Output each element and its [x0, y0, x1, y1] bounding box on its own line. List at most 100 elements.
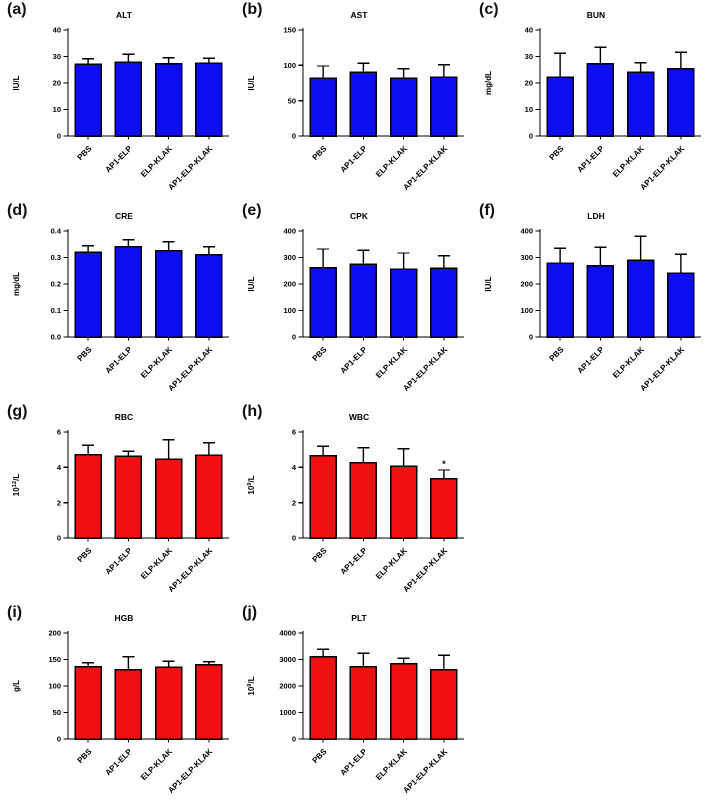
bar-ap1-elp	[114, 61, 143, 137]
chart-title: LDH	[587, 211, 604, 221]
panel-bun: (c) BUN 0 10 20 30 40 mg/dL PBS AP1-ELP ELP-KLAK AP…	[472, 0, 707, 201]
x-category-label: AP1-ELP-KLAK	[401, 144, 449, 192]
y-tick-label: 200	[283, 280, 296, 289]
chart-title: HGB	[115, 613, 134, 623]
bar-pbs	[309, 77, 337, 137]
bar-ap1-elp	[586, 63, 615, 137]
bar-pbs	[74, 63, 102, 137]
y-tick-label: 0.1	[51, 306, 61, 315]
chart-title: BUN	[587, 10, 605, 20]
bar-ap1-elp	[349, 263, 378, 338]
x-category-label: PBS	[548, 144, 566, 162]
bar-ap1-elp	[114, 455, 143, 539]
x-category-label: PBS	[76, 546, 94, 564]
chart-title: ALT	[116, 10, 133, 20]
x-category-label: ELP-KLAK	[611, 144, 646, 179]
chart-title: AST	[351, 10, 369, 20]
y-axis-unit-label: mg/dL	[12, 272, 21, 296]
chart-title: PLT	[351, 613, 367, 623]
y-tick-label: 50	[288, 96, 296, 105]
chart-title: CRE	[115, 211, 133, 221]
bar-ap1-elp-klak	[430, 668, 458, 740]
x-category-label: AP1-ELP-KLAK	[401, 546, 449, 594]
bar-ap1-elp-klak	[430, 76, 458, 137]
x-category-label: ELP-KLAK	[374, 747, 409, 782]
bar-elp-klak	[626, 71, 655, 137]
bar-pbs	[309, 455, 337, 539]
bar-ap1-elp-klak	[195, 62, 223, 137]
x-category-label: AP1-ELP-KLAK	[166, 546, 214, 594]
panel-alt: (a) ALT 0 10 20 30 40 IU/L PBS AP1-ELP ELP-KLAK AP1…	[0, 0, 235, 201]
y-tick-label: 2000	[279, 682, 296, 691]
bar-elp-klak	[154, 250, 183, 338]
y-tick-label: 2	[292, 498, 296, 507]
y-tick-label: 100	[520, 306, 533, 315]
y-tick-label: 100	[48, 682, 61, 691]
chart-title: CPK	[350, 211, 369, 221]
y-tick-label: 100	[283, 306, 296, 315]
y-tick-label: 4	[57, 463, 62, 472]
bar-pbs	[546, 76, 574, 137]
y-tick-label: 0	[292, 534, 296, 543]
chart-hgb: HGB 0 50 100 150 200 g/L PBS AP1-ELP ELP-KLAKAP1-…	[12, 613, 229, 795]
y-tick-label: 300	[520, 253, 533, 262]
y-tick-label: 40	[525, 26, 533, 35]
x-category-label: ELP-KLAK	[374, 345, 409, 380]
x-category-label: AP1-ELP	[104, 747, 135, 778]
y-tick-label: 0	[529, 333, 533, 342]
bar-ap1-elp	[114, 246, 143, 338]
y-axis-unit-label: IU/L	[247, 276, 256, 291]
x-category-label: ELP-KLAK	[374, 546, 409, 581]
y-axis-unit-label: IU/L	[484, 276, 493, 291]
x-category-label: AP1-ELP	[339, 747, 370, 778]
y-axis-unit-label: g/L	[12, 680, 21, 692]
significance-star: *	[442, 459, 446, 469]
y-tick-label: 150	[48, 655, 61, 664]
y-tick-label: 6	[292, 428, 296, 437]
x-category-label: ELP-KLAK	[139, 747, 174, 782]
y-tick-label: 20	[53, 79, 61, 88]
bar-elp-klak	[389, 465, 418, 539]
chart-ast: AST 0 50 100 150 IU/L PBS AP1-ELP ELP-KLAKAP1-EL…	[247, 10, 464, 192]
panel-letter: (e)	[242, 202, 262, 219]
y-tick-label: 4	[292, 463, 297, 472]
y-axis-unit-label: 1012/L	[12, 474, 21, 497]
bar-ap1-elp	[114, 668, 143, 740]
y-tick-label: 200	[48, 629, 61, 638]
bar-elp-klak	[154, 63, 183, 137]
x-category-label: PBS	[311, 546, 329, 564]
x-category-label: PBS	[76, 144, 94, 162]
panel-letter: (a)	[7, 1, 27, 18]
y-tick-label: 0	[57, 132, 61, 141]
x-category-label: AP1-ELP	[104, 345, 135, 376]
y-tick-label: 0	[57, 735, 61, 744]
panel-wbc: (h) WBC 0 2 4 6 109/L PBS AP1-ELP ELP-KLAK AP1-ELP…	[235, 402, 470, 603]
panel-letter: (j)	[242, 604, 258, 621]
panel-letter: (i)	[7, 604, 23, 621]
bar-pbs	[74, 454, 102, 539]
panel-letter: (c)	[479, 1, 499, 18]
y-tick-label: 0	[292, 735, 296, 744]
y-tick-label: 400	[283, 227, 296, 236]
panel-cpk: (e) CPK 0 100 200 300 400 IU/L PBS AP1-ELP ELP-KLA…	[235, 201, 470, 402]
y-axis-unit-label: IU/L	[12, 75, 21, 90]
bar-ap1-elp-klak	[667, 68, 695, 137]
x-category-label: AP1-ELP	[576, 144, 607, 175]
panel-letter: (g)	[7, 403, 28, 420]
bar-elp-klak	[389, 268, 418, 338]
y-tick-label: 0.3	[51, 253, 61, 262]
panel-plt: (j) PLT 0 1000 2000 3000 4000 109/L PBS AP1-ELP EL…	[235, 603, 470, 804]
bar-ap1-elp-klak	[195, 664, 223, 740]
bar-elp-klak	[389, 77, 418, 137]
y-tick-label: 0.4	[51, 227, 62, 236]
panel-ldh: (f) LDH 0 100 200 300 400 IU/L PBS AP1-ELP ELP-KLA…	[472, 201, 707, 402]
x-category-label: AP1-ELP	[339, 144, 370, 175]
x-category-label: ELP-KLAK	[139, 144, 174, 179]
x-category-label: PBS	[311, 144, 329, 162]
chart-rbc: RBC 0 2 4 6 1012/L PBS AP1-ELP ELP-KLAKAP1-ELP-K…	[12, 412, 229, 594]
x-category-label: AP1-ELP-KLAK	[401, 747, 449, 795]
bar-pbs	[74, 251, 102, 338]
y-axis-unit-label: 109/L	[247, 676, 256, 695]
panel-rbc: (g) RBC 0 2 4 6 1012/L PBS AP1-ELP ELP-KLAK AP1-EL…	[0, 402, 235, 603]
